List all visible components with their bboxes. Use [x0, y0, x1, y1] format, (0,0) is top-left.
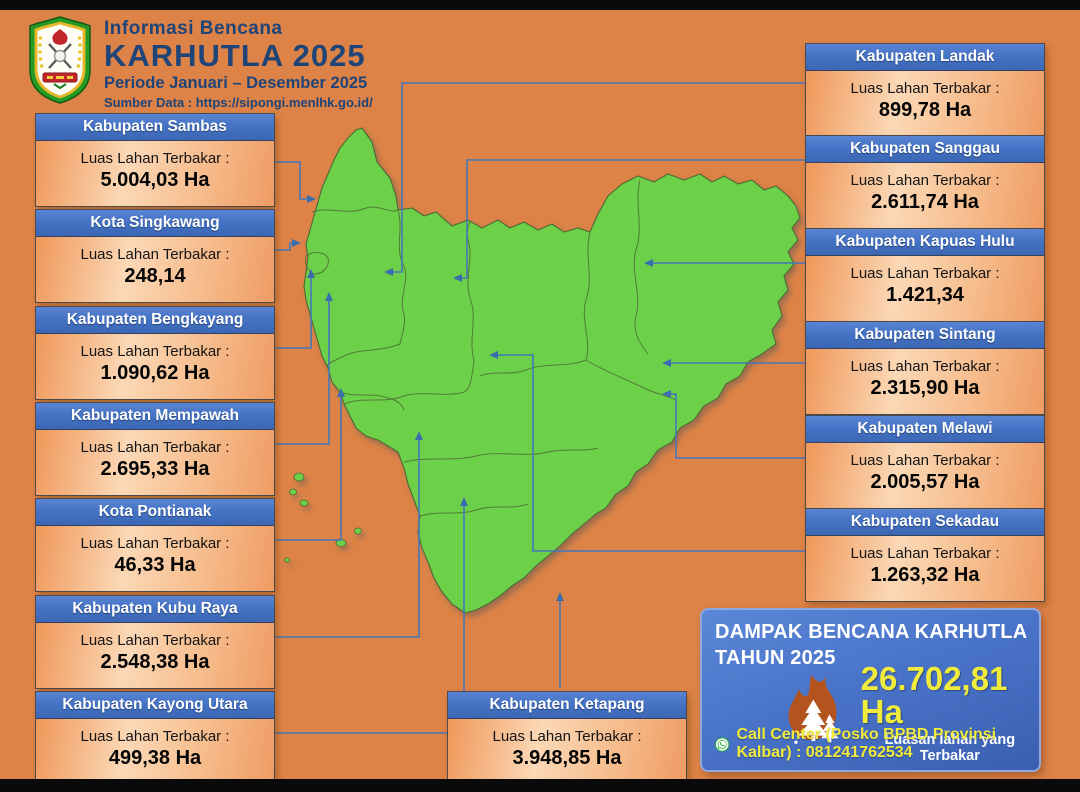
burned-area-label: Luas Lahan Terbakar : [850, 358, 1000, 375]
impact-title: DAMPAK BENCANA KARHUTLA TAHUN 2025 [715, 619, 1039, 671]
burned-area-value: 46,33 Ha [114, 554, 196, 576]
burned-area-label: Luas Lahan Terbakar : [850, 80, 1000, 97]
region-name: Kabupaten Sanggau [806, 136, 1044, 163]
region-box-kubu-raya: Kabupaten Kubu Raya Luas Lahan Terbakar … [35, 595, 275, 689]
region-name: Kabupaten Sekadau [806, 509, 1044, 536]
burned-area-label: Luas Lahan Terbakar : [850, 545, 1000, 562]
region-name: Kabupaten Mempawah [36, 403, 274, 430]
region-name: Kabupaten Kapuas Hulu [806, 229, 1044, 256]
region-name: Kabupaten Sambas [36, 114, 274, 141]
burned-area-label: Luas Lahan Terbakar : [80, 535, 230, 552]
header-period: Periode Januari – Desember 2025 [104, 74, 368, 92]
letterbox-top [0, 0, 1080, 10]
burned-area-value: 5.004,03 Ha [100, 169, 210, 191]
region-box-melawi: Kabupaten Melawi Luas Lahan Terbakar : 2… [805, 415, 1045, 509]
region-name: Kota Pontianak [36, 499, 274, 526]
region-name: Kabupaten Kubu Raya [36, 596, 274, 623]
region-box-sanggau: Kabupaten Sanggau Luas Lahan Terbakar : … [805, 135, 1045, 229]
burned-area-value: 899,78 Ha [878, 99, 972, 121]
header-source-url: Sumber Data : https://sipongi.menlhk.go.… [104, 95, 373, 110]
region-name: Kabupaten Bengkayang [36, 307, 274, 334]
burned-area-label: Luas Lahan Terbakar : [492, 728, 642, 745]
kalbar-crest-logo [29, 16, 91, 104]
region-box-singkawang: Kota Singkawang Luas Lahan Terbakar : 24… [35, 209, 275, 303]
region-box-sambas: Kabupaten Sambas Luas Lahan Terbakar : 5… [35, 113, 275, 207]
region-box-sekadau: Kabupaten Sekadau Luas Lahan Terbakar : … [805, 508, 1045, 602]
region-box-pontianak: Kota Pontianak Luas Lahan Terbakar : 46,… [35, 498, 275, 592]
impact-title-line2: TAHUN 2025 [715, 647, 836, 669]
burned-area-value: 1.263,32 Ha [870, 564, 980, 586]
region-box-ketapang: Kabupaten Ketapang Luas Lahan Terbakar :… [447, 691, 687, 785]
burned-area-value: 2.695,33 Ha [100, 458, 210, 480]
region-name: Kabupaten Sintang [806, 322, 1044, 349]
burned-area-value: 2.315,90 Ha [870, 377, 980, 399]
whatsapp-icon [715, 736, 730, 752]
region-name: Kabupaten Kayong Utara [36, 692, 274, 719]
region-box-kapuas-hulu: Kabupaten Kapuas Hulu Luas Lahan Terbaka… [805, 228, 1045, 322]
region-name: Kota Singkawang [36, 210, 274, 237]
burned-area-label: Luas Lahan Terbakar : [80, 439, 230, 456]
impact-total-caption: Luasan lahan yang Terbakar [884, 732, 1016, 764]
impact-total-value: 26.702,81 Ha [860, 660, 1008, 730]
letterbox-bottom [0, 779, 1080, 792]
region-box-kayong-utara: Kabupaten Kayong Utara Luas Lahan Terbak… [35, 691, 275, 785]
burned-area-value: 2.005,57 Ha [870, 471, 980, 493]
burned-area-value: 2.611,74 Ha [871, 191, 979, 213]
burned-area-label: Luas Lahan Terbakar : [80, 343, 230, 360]
region-box-sintang: Kabupaten Sintang Luas Lahan Terbakar : … [805, 321, 1045, 415]
region-box-mempawah: Kabupaten Mempawah Luas Lahan Terbakar :… [35, 402, 275, 496]
region-name: Kabupaten Ketapang [448, 692, 686, 719]
header: Informasi Bencana KARHUTLA 2025 Periode … [28, 16, 373, 110]
burned-area-value: 1.421,34 [886, 284, 964, 306]
header-subtitle: Informasi Bencana [104, 18, 283, 39]
impact-title-line1: DAMPAK BENCANA KARHUTLA [715, 621, 1028, 643]
call-center-text: Call Center (Posko BPBD Provinsi Kalbar)… [736, 726, 997, 761]
burned-area-label: Luas Lahan Terbakar : [850, 172, 1000, 189]
region-name: Kabupaten Melawi [806, 416, 1044, 443]
page-title: KARHUTLA 2025 [104, 38, 366, 73]
burned-area-value: 2.548,38 Ha [100, 651, 210, 673]
burned-area-label: Luas Lahan Terbakar : [80, 632, 230, 649]
burned-area-label: Luas Lahan Terbakar : [80, 150, 230, 167]
burned-area-label: Luas Lahan Terbakar : [850, 265, 1000, 282]
region-box-bengkayang: Kabupaten Bengkayang Luas Lahan Terbakar… [35, 306, 275, 400]
region-box-landak: Kabupaten Landak Luas Lahan Terbakar : 8… [805, 43, 1045, 137]
burned-area-value: 3.948,85 Ha [512, 747, 622, 769]
impact-summary-box: DAMPAK BENCANA KARHUTLA TAHUN 2025 26.70… [700, 608, 1041, 772]
burned-area-label: Luas Lahan Terbakar : [80, 728, 230, 745]
burned-area-value: 248,14 [124, 265, 186, 287]
burned-area-value: 499,38 Ha [108, 747, 202, 769]
region-name: Kabupaten Landak [806, 44, 1044, 71]
burned-area-label: Luas Lahan Terbakar : [80, 246, 230, 263]
burned-area-value: 1.090,62 Ha [100, 362, 210, 384]
burned-area-label: Luas Lahan Terbakar : [850, 452, 1000, 469]
fire-forest-icon [788, 675, 839, 744]
